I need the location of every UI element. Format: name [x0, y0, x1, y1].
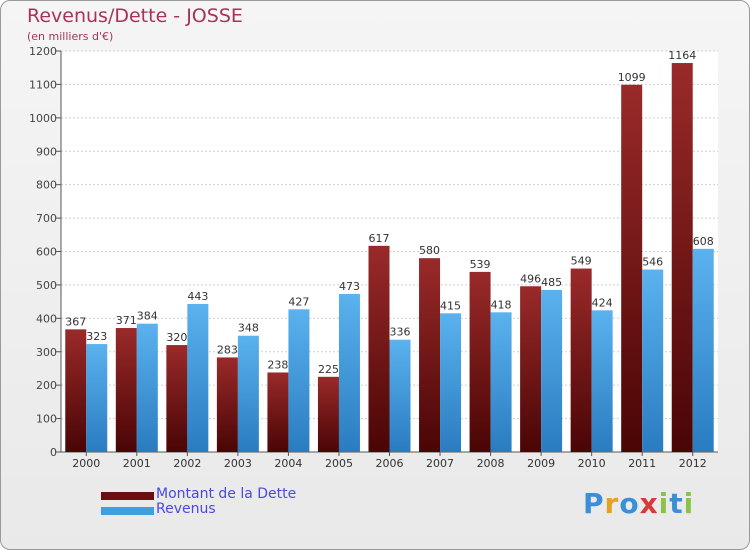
- data-label: 496: [520, 272, 541, 285]
- y-tick-label: 500: [36, 279, 57, 292]
- x-tick-label: 2005: [325, 457, 353, 470]
- data-label: 546: [642, 256, 663, 269]
- x-tick-label: 2012: [679, 457, 707, 470]
- data-label: 608: [693, 235, 714, 248]
- data-label: 427: [288, 295, 309, 308]
- data-label: 384: [137, 310, 158, 323]
- logo-letter: i: [658, 487, 670, 520]
- bar-revenue-2008: [490, 312, 512, 452]
- data-label: 473: [339, 280, 360, 293]
- bar-debt-2012: [671, 63, 693, 452]
- data-label: 238: [267, 358, 288, 371]
- y-tick-label: 300: [36, 346, 57, 359]
- chart-subtitle: (en milliers d'€): [27, 30, 114, 43]
- x-tick-label: 2011: [628, 457, 656, 470]
- data-label: 1099: [618, 71, 646, 84]
- bar-debt-2002: [166, 345, 188, 452]
- y-tick-label: 900: [36, 145, 57, 158]
- bar-revenue-2012: [692, 248, 714, 452]
- bar-debt-2001: [115, 328, 137, 452]
- data-label: 320: [166, 331, 187, 344]
- data-label: 617: [369, 232, 390, 245]
- y-tick-label: 800: [36, 179, 57, 192]
- logo-letter: i: [683, 487, 695, 520]
- x-tick-label: 2004: [274, 457, 302, 470]
- data-label: 348: [238, 322, 259, 335]
- data-label: 549: [571, 255, 592, 268]
- data-label: 283: [217, 343, 238, 356]
- bar-debt-2007: [419, 258, 441, 452]
- y-tick-label: 700: [36, 212, 57, 225]
- bar-debt-2006: [368, 245, 390, 452]
- bar-revenue-2010: [591, 310, 613, 452]
- chart-title: Revenus/Dette - JOSSE: [27, 5, 243, 27]
- bar-debt-2003: [216, 357, 238, 452]
- bar-revenue-2002: [187, 303, 209, 452]
- y-tick-label: 600: [36, 246, 57, 259]
- y-tick-label: 0: [50, 446, 57, 459]
- data-label: 485: [541, 276, 562, 289]
- x-tick-label: 2009: [527, 457, 555, 470]
- logo-letter: P: [583, 487, 605, 520]
- bar-debt-2000: [65, 329, 87, 452]
- data-label: 1164: [668, 49, 696, 62]
- data-label: 371: [116, 314, 137, 327]
- data-label: 580: [419, 244, 440, 257]
- y-tick-label: 1100: [29, 78, 57, 91]
- logo-letter: x: [639, 487, 659, 520]
- data-label: 367: [65, 315, 86, 328]
- data-label: 323: [86, 330, 107, 343]
- legend-label-revenue: Revenus: [156, 501, 216, 517]
- legend-swatch-revenue: [101, 507, 154, 515]
- data-label: 418: [491, 298, 512, 311]
- data-label: 424: [592, 296, 613, 309]
- bar-revenue-2005: [338, 293, 360, 452]
- bar-revenue-2004: [288, 309, 310, 452]
- bar-revenue-2001: [136, 323, 158, 452]
- bar-debt-2005: [317, 376, 339, 452]
- y-tick-label: 400: [36, 312, 57, 325]
- y-tick-label: 1000: [29, 112, 57, 125]
- x-tick-label: 2000: [72, 457, 100, 470]
- bar-revenue-2009: [541, 289, 563, 452]
- x-tick-label: 2002: [173, 457, 201, 470]
- bar-revenue-2000: [86, 344, 108, 452]
- x-tick-label: 2003: [224, 457, 252, 470]
- bar-revenue-2007: [440, 313, 462, 452]
- x-tick-label: 2010: [578, 457, 606, 470]
- data-label: 443: [187, 290, 208, 303]
- y-tick-label: 200: [36, 379, 57, 392]
- bar-debt-2011: [621, 84, 643, 453]
- logo-letter: r: [604, 487, 620, 520]
- data-label: 415: [440, 299, 461, 312]
- bar-debt-2009: [520, 286, 542, 452]
- legend-label-debt: Montant de la Dette: [156, 486, 297, 502]
- logo-letter: t: [669, 487, 684, 520]
- bar-debt-2004: [267, 372, 289, 452]
- logo-letter: o: [619, 487, 640, 520]
- proxiti-logo: Proxiti: [583, 487, 694, 520]
- bar-debt-2008: [469, 271, 491, 452]
- data-label: 225: [318, 363, 339, 376]
- bar-revenue-2006: [389, 339, 411, 452]
- data-label: 336: [390, 326, 411, 339]
- x-tick-label: 2001: [123, 457, 151, 470]
- x-tick-label: 2006: [376, 457, 404, 470]
- data-label: 539: [470, 258, 491, 271]
- x-tick-label: 2008: [477, 457, 505, 470]
- x-tick-label: 2007: [426, 457, 454, 470]
- y-tick-label: 100: [36, 413, 57, 426]
- bar-debt-2010: [570, 268, 592, 452]
- bar-revenue-2003: [237, 335, 259, 452]
- legend-swatch-debt: [101, 492, 154, 500]
- y-tick-label: 1200: [29, 45, 57, 58]
- bar-revenue-2011: [642, 269, 664, 452]
